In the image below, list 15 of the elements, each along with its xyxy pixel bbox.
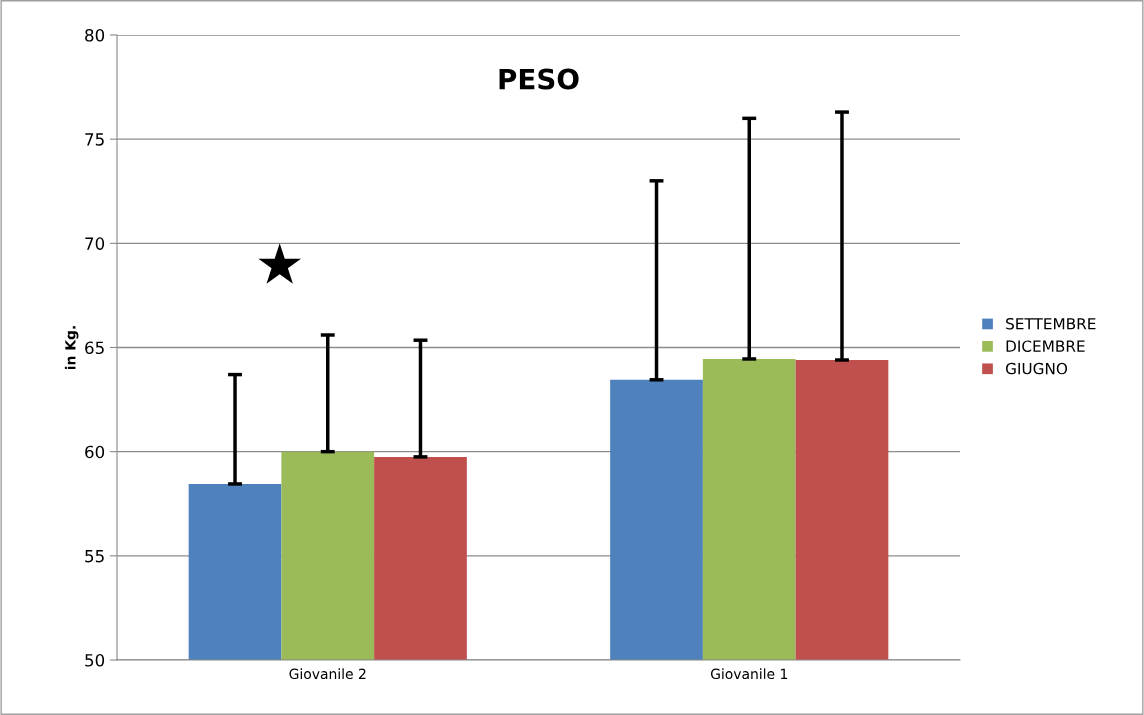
- x-tick-label: Giovanile 2: [289, 668, 366, 680]
- x-tick-label: Giovanile 1: [710, 668, 788, 680]
- y-tick-label: 75: [85, 133, 104, 146]
- y-tick-label: 70: [85, 237, 105, 250]
- text: PESO: [499, 68, 579, 90]
- y-axis-title: in Kg.: [64, 326, 79, 370]
- y-tick-label: 60: [85, 445, 105, 459]
- y-tick-label: 65: [85, 341, 104, 355]
- legend-label: DICEMBRE: [1006, 340, 1085, 352]
- legend-label: SETTEMBRE: [1006, 317, 1096, 330]
- y-tick-label: 50: [85, 653, 105, 667]
- annotation: ★: [258, 243, 301, 284]
- legend-label: GIUGNO: [1005, 362, 1068, 375]
- y-tick-label: 55: [85, 550, 104, 563]
- y-tick-label: 80: [85, 28, 105, 42]
